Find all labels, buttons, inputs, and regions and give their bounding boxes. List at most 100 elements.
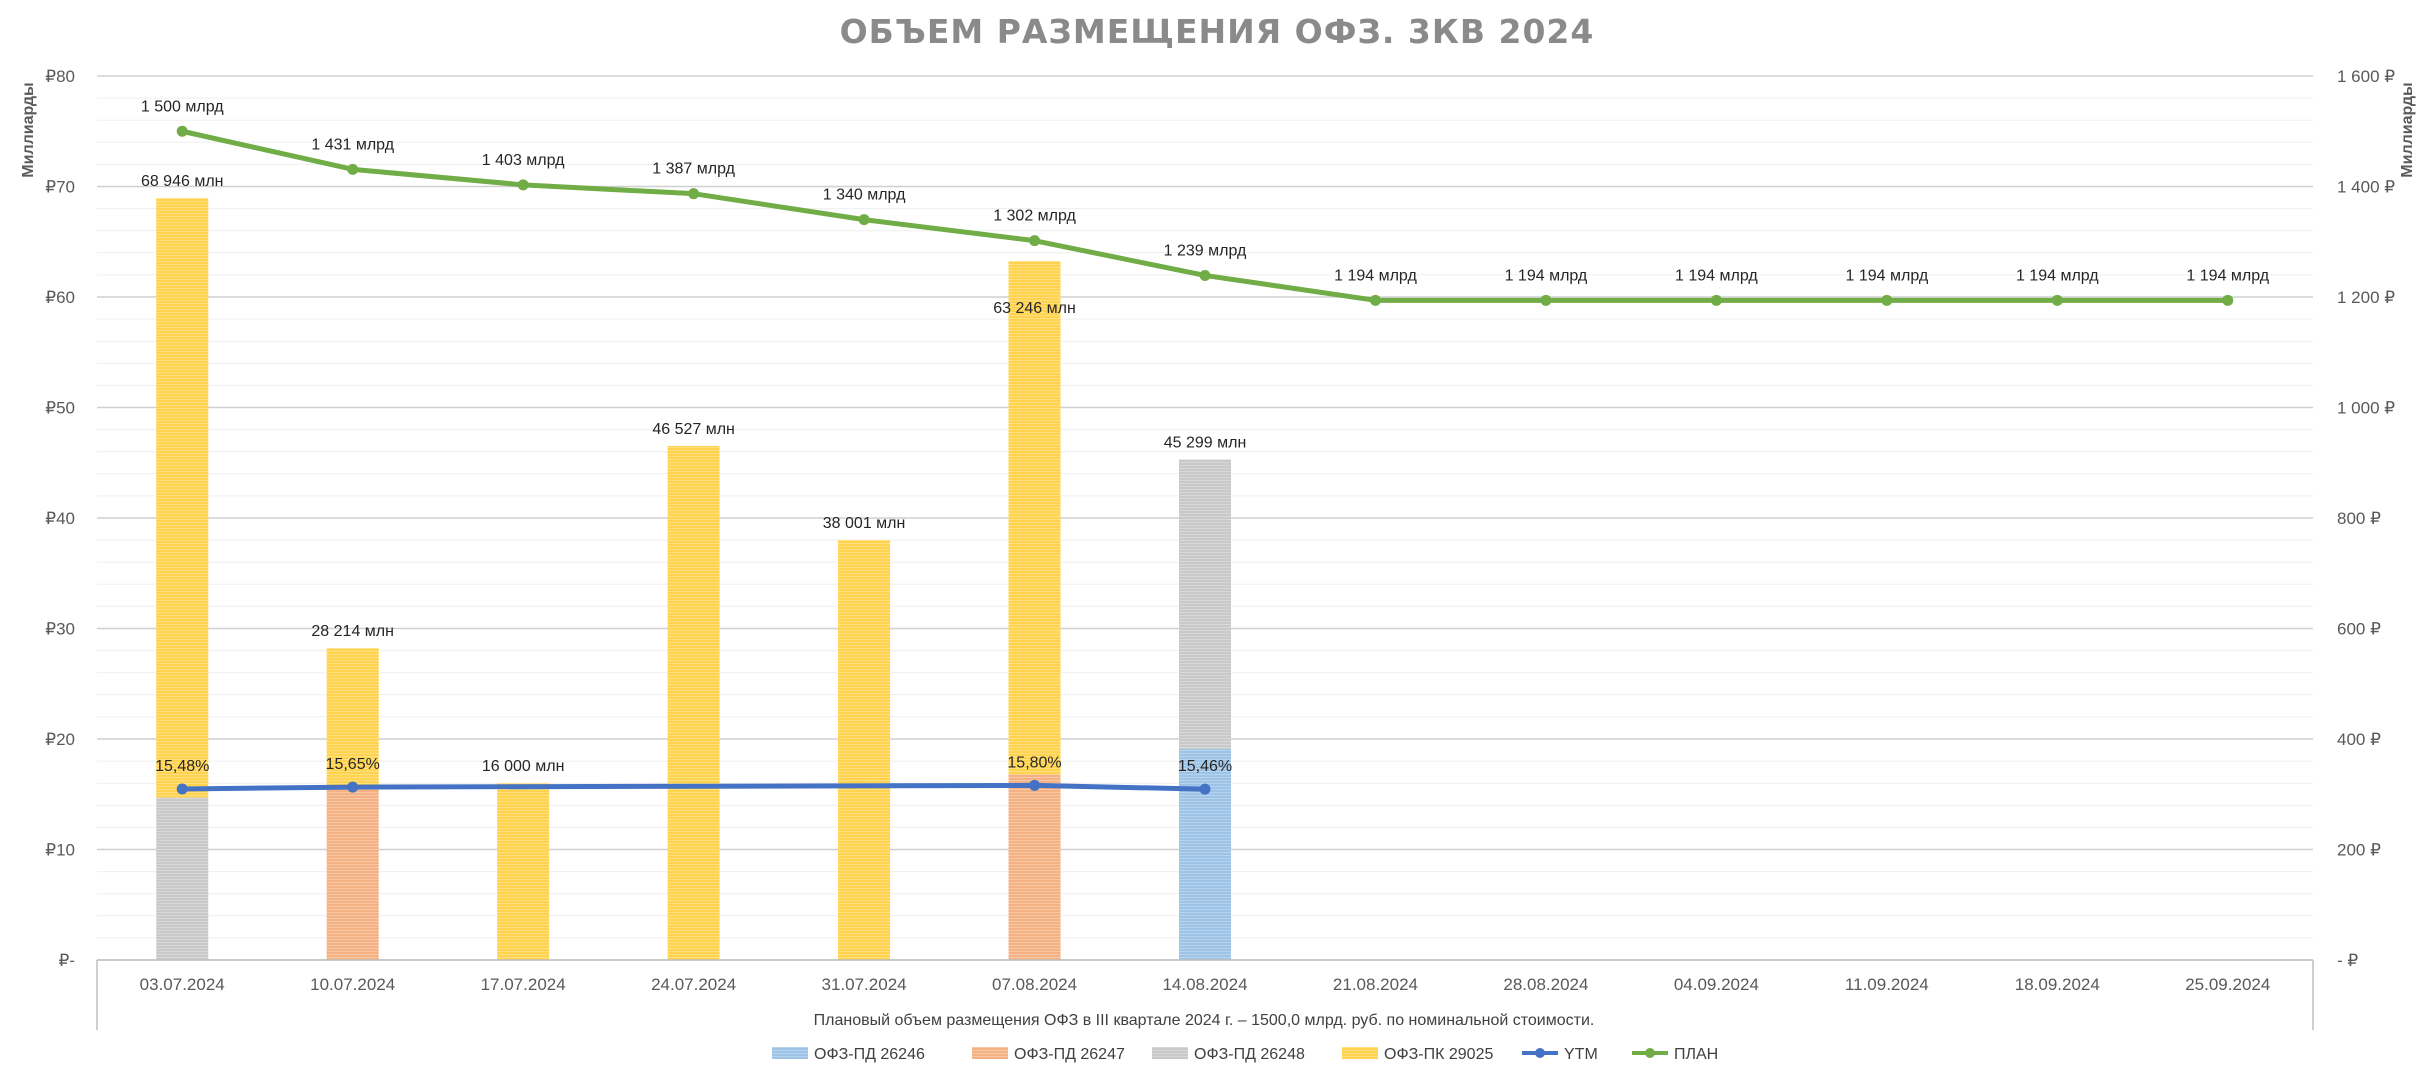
bar-total-label: 45 299 млн [1164, 434, 1247, 451]
y-axis-right-title: Миллиарды [2399, 82, 2416, 177]
y-left-tick-label: ₽20 [45, 730, 75, 749]
y-left-tick-label: ₽80 [45, 67, 75, 86]
ytm-line [182, 782, 1206, 792]
legend-item-plan: ПЛАН [1632, 1046, 1718, 1063]
plan-value-label: 1 194 млрд [1675, 267, 1758, 284]
ytm-value-label: 15,80% [1007, 754, 1061, 771]
ytm-value-label: 15,48% [155, 758, 209, 775]
y-left-tick-label: ₽- [59, 951, 75, 970]
legend-label-pk29025: ОФЗ-ПК 29025 [1384, 1046, 1493, 1063]
plan-value-label: 1 239 млрд [1164, 242, 1247, 259]
bar-hatch-pd26248 [156, 797, 209, 960]
legend-label-pd26247: ОФЗ-ПД 26247 [1014, 1046, 1125, 1063]
plan-value-label: 1 194 млрд [2016, 267, 2099, 284]
x-tick-label: 04.09.2024 [1674, 975, 1759, 994]
legend-label-ytm: YTM [1564, 1046, 1598, 1063]
legend-label-pd26246: ОФЗ-ПД 26246 [814, 1046, 925, 1063]
plan-point [858, 214, 870, 226]
y-right-tick-label: 600 ₽ [2337, 620, 2381, 639]
plan-value-label: 1 194 млрд [1846, 267, 1929, 284]
y-right-tick-label: 1 600 ₽ [2337, 67, 2395, 86]
legend-marker-ytm [1535, 1048, 1545, 1058]
ytm-point [1199, 783, 1211, 795]
plan-point [1199, 269, 1211, 281]
bar-total-label: 28 214 млн [311, 623, 394, 640]
x-tick-label: 10.07.2024 [310, 975, 395, 994]
x-tick-label: 25.09.2024 [2185, 975, 2270, 994]
plan-point [1369, 294, 1381, 306]
y-right-tick-label: - ₽ [2337, 951, 2358, 970]
plan-value-label: 1 500 млрд [141, 98, 224, 115]
bar-hatch-pd26247 [1008, 774, 1061, 960]
bar-hatch-pd26247 [326, 786, 379, 960]
labels-layer: 68 946 млн 28 214 млн 16 000 млн 46 527 млн… [141, 98, 2270, 775]
plan-value-label: 1 340 млрд [823, 187, 906, 204]
bar-hatch-pk29025 [1008, 261, 1061, 775]
ytm-point [347, 781, 359, 793]
legend-item-pd26246: ОФЗ-ПД 26246 [772, 1046, 925, 1063]
legend-marker-plan [1645, 1048, 1655, 1058]
x-tick-label: 24.07.2024 [651, 975, 736, 994]
bar-total-label: 63 246 млн [993, 300, 1076, 317]
x-tick-label: 18.09.2024 [2015, 975, 2100, 994]
x-tick-label: 07.08.2024 [992, 975, 1077, 994]
ytm-point [1029, 779, 1041, 791]
ytm-point [176, 783, 188, 795]
plan-point [347, 163, 359, 175]
legend-swatch-hatch-pd26247 [972, 1047, 1008, 1059]
bars-layer [156, 198, 1231, 960]
plan-point [1540, 294, 1552, 306]
y-left-tick-label: ₽30 [45, 620, 75, 639]
axes-layer: ₽- ₽10 ₽20 ₽30 ₽40 ₽50 ₽60 ₽70 ₽80 - ₽ 200 ₽ 400 ₽ 6… [45, 67, 2395, 1030]
x-tick-label: 21.08.2024 [1333, 975, 1418, 994]
y-right-tick-label: 200 ₽ [2337, 841, 2381, 860]
legend-item-pd26247: ОФЗ-ПД 26247 [972, 1046, 1125, 1063]
bar-hatch-pk29025 [156, 198, 209, 798]
bar-total-label: 68 946 млн [141, 173, 224, 190]
lines-layer [176, 125, 2234, 795]
plan-value-label: 1 403 млрд [482, 152, 565, 169]
chart-note: Плановый объем размещения ОФЗ в III квар… [814, 1012, 1595, 1029]
bar-hatch-pk29025 [838, 540, 891, 960]
y-axis-left-title: Миллиарды [20, 82, 37, 177]
y-right-tick-label: 800 ₽ [2337, 509, 2381, 528]
bar-total-label: 38 001 млн [823, 515, 906, 532]
legend-swatch-hatch-pd26246 [772, 1047, 808, 1059]
bar-hatch-pk29025 [326, 648, 379, 787]
plan-point [1710, 294, 1722, 306]
bar-total-label: 16 000 млн [482, 758, 565, 775]
y-right-tick-label: 1 400 ₽ [2337, 178, 2395, 197]
plan-value-label: 1 431 млрд [311, 136, 394, 153]
x-tick-label: 17.07.2024 [481, 975, 566, 994]
bar-total-label: 46 527 млн [652, 421, 735, 438]
plan-point [688, 188, 700, 200]
y-right-tick-label: 1 000 ₽ [2337, 399, 2395, 418]
y-left-tick-label: ₽50 [45, 399, 75, 418]
plan-point [1029, 235, 1041, 247]
bar-hatch-pk29025 [497, 783, 550, 960]
plan-point [2222, 294, 2234, 306]
ytm-value-label: 15,46% [1178, 758, 1232, 775]
x-tick-label: 28.08.2024 [1503, 975, 1588, 994]
legend-swatch-hatch-pk29025 [1342, 1047, 1378, 1059]
y-left-tick-label: ₽60 [45, 288, 75, 307]
legend-label-plan: ПЛАН [1674, 1046, 1718, 1063]
plan-point [2051, 294, 2063, 306]
x-tick-label: 03.07.2024 [140, 975, 225, 994]
plan-value-label: 1 194 млрд [1334, 267, 1417, 284]
legend-item-pd26248: ОФЗ-ПД 26248 [1152, 1046, 1305, 1063]
plan-value-label: 1 387 млрд [652, 161, 735, 178]
legend-label-pd26248: ОФЗ-ПД 26248 [1194, 1046, 1305, 1063]
legend-item-pk29025: ОФЗ-ПК 29025 [1342, 1046, 1493, 1063]
plan-value-label: 1 302 млрд [993, 208, 1076, 225]
bar-hatch-pd26248 [1179, 459, 1231, 749]
y-right-tick-label: 400 ₽ [2337, 730, 2381, 749]
y-left-tick-label: ₽40 [45, 509, 75, 528]
y-right-tick-label: 1 200 ₽ [2337, 288, 2395, 307]
ytm-value-label: 15,65% [326, 756, 380, 773]
x-tick-label: 11.09.2024 [1845, 975, 1929, 994]
x-tick-label: 14.08.2024 [1162, 975, 1247, 994]
legend: ОФЗ-ПД 26246 ОФЗ-ПД 26247 ОФЗ-ПД 26248 ОФЗ-… [772, 1046, 1718, 1063]
